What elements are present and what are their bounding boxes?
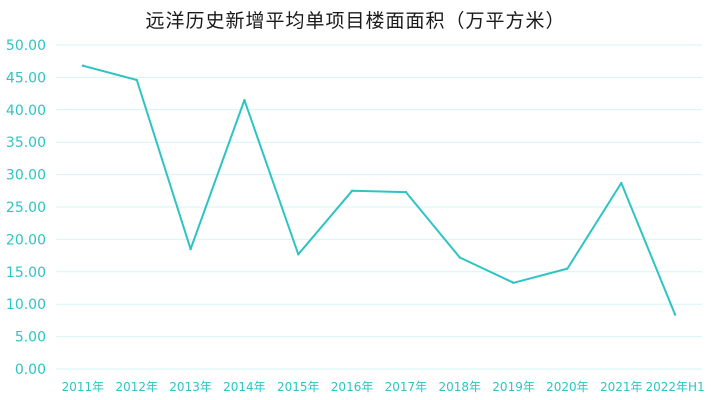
y-tick-label: 30.00: [6, 168, 46, 184]
data-point: [81, 64, 85, 67]
data-point: [673, 313, 677, 316]
y-tick-label: 50.00: [6, 38, 46, 54]
data-point: [512, 281, 515, 285]
x-tick-label: 2017年: [385, 380, 428, 394]
series-line: [82, 64, 677, 315]
x-tick-label: 2020年: [546, 380, 589, 394]
x-tick-label: 2015年: [277, 380, 320, 394]
y-tick-label: 20.00: [6, 232, 46, 248]
y-tick-label: 15.00: [6, 265, 46, 281]
y-tick-label: 45.00: [6, 70, 46, 86]
x-tick-label: 2014年: [223, 380, 266, 394]
series-layer: [81, 64, 677, 316]
data-point: [404, 190, 408, 194]
x-tick-label: 2018年: [438, 380, 481, 394]
x-tick-label: 2019年: [492, 380, 535, 394]
y-tick-label: 10.00: [6, 297, 46, 313]
data-point: [620, 181, 623, 185]
x-tick-label: 2013年: [169, 380, 212, 394]
x-tick-label: 2011年: [62, 380, 105, 394]
y-axis-tick-labels: 0.00 5.00 10.00 15.00 20.00 25.00 30.00 35.00 40…: [6, 38, 46, 378]
data-point: [458, 256, 461, 259]
y-tick-label: 25.00: [6, 200, 46, 216]
y-tick-label: 5.00: [15, 330, 46, 346]
data-point: [243, 98, 246, 102]
chart-title: 远洋历史新增平均单项目楼面面积（万平方米）: [145, 10, 566, 32]
gridlines: [56, 44, 702, 370]
y-tick-label: 35.00: [6, 135, 46, 151]
data-point: [297, 253, 300, 256]
data-point: [135, 78, 138, 82]
x-axis-tick-labels: 2011年 2012年 2013年 2014年 2015年 2016年 2017年 2018年…: [62, 380, 705, 394]
data-point: [566, 267, 569, 270]
data-point: [350, 189, 354, 192]
x-tick-label: 2021年: [600, 380, 643, 394]
data-point: [189, 247, 192, 251]
x-tick-label: 2022年H1: [645, 380, 704, 394]
x-tick-label: 2012年: [115, 380, 158, 394]
x-tick-label: 2016年: [331, 380, 374, 394]
y-tick-label: 0.00: [15, 362, 46, 378]
y-tick-label: 40.00: [6, 103, 46, 119]
